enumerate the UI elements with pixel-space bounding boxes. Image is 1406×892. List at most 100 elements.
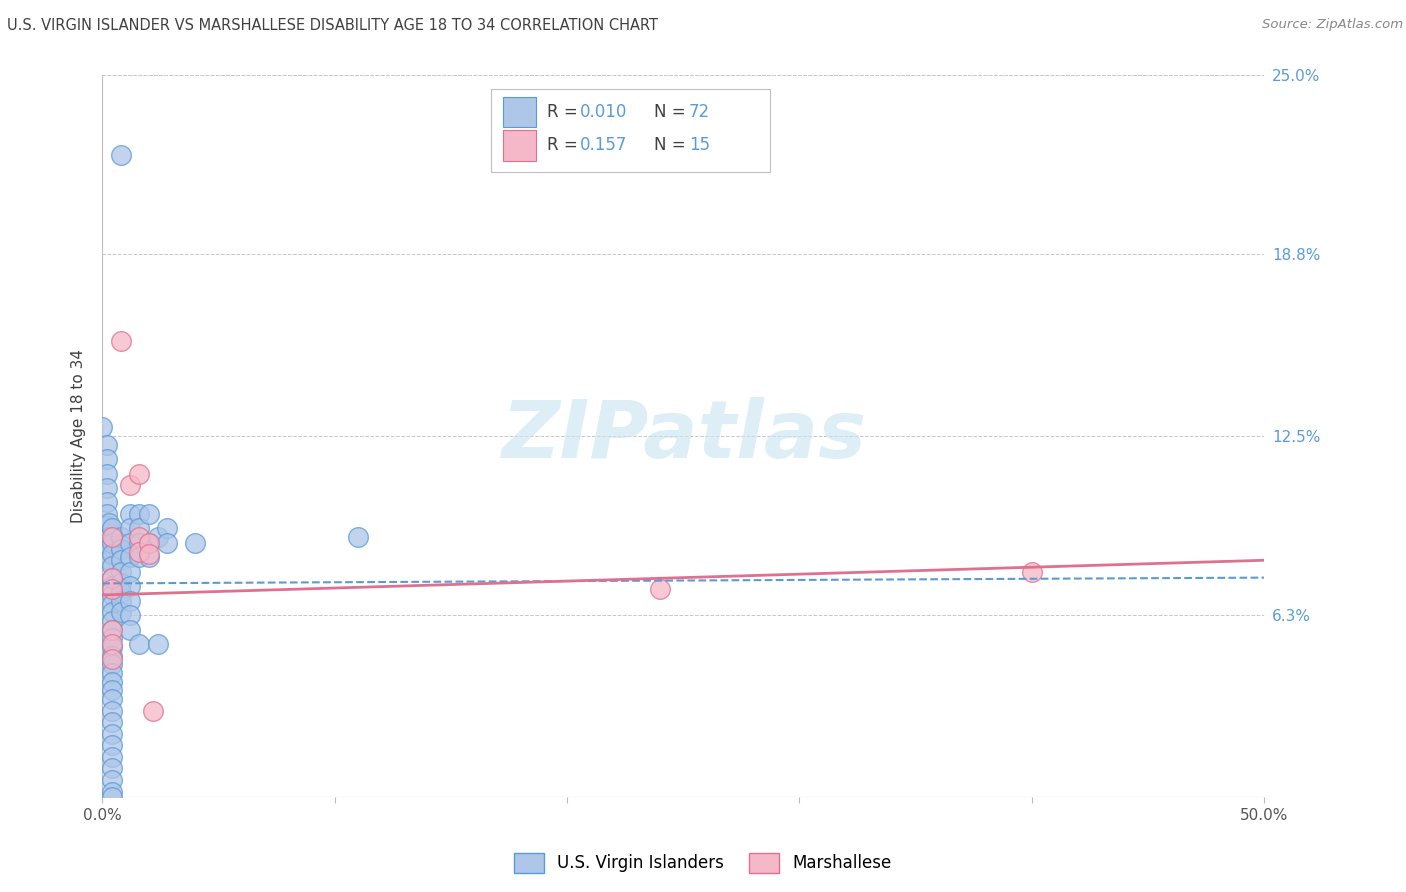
Point	[100, 657, 122, 672]
Point	[100, 536, 122, 550]
Point	[128, 530, 150, 544]
Point	[91, 420, 114, 434]
Point	[110, 593, 132, 607]
Text: R =: R =	[547, 136, 583, 154]
Point	[96, 507, 118, 521]
Point	[100, 597, 122, 611]
Point	[100, 674, 122, 689]
Point	[100, 715, 122, 730]
Point	[120, 521, 142, 535]
Point	[128, 544, 150, 558]
Text: 0.157: 0.157	[579, 136, 627, 154]
FancyBboxPatch shape	[503, 97, 536, 128]
Point	[100, 704, 122, 718]
Point	[98, 530, 121, 544]
Point	[100, 648, 122, 663]
Point	[100, 772, 122, 787]
Point	[96, 495, 118, 509]
Point	[100, 692, 122, 706]
Point	[100, 727, 122, 741]
Point	[96, 481, 118, 495]
Point	[100, 623, 122, 637]
Point	[100, 739, 122, 753]
Point	[110, 565, 132, 579]
Point	[138, 550, 160, 565]
Text: 72: 72	[689, 103, 710, 121]
Point	[120, 478, 142, 492]
Point	[98, 516, 121, 530]
Point	[100, 623, 122, 637]
Text: Source: ZipAtlas.com: Source: ZipAtlas.com	[1263, 18, 1403, 31]
Point	[146, 637, 169, 651]
Point	[100, 666, 122, 681]
Point	[346, 530, 368, 544]
Point	[100, 605, 122, 619]
Text: 15: 15	[689, 136, 710, 154]
Point	[96, 530, 118, 544]
Point	[128, 467, 150, 481]
Point	[110, 541, 132, 556]
Point	[184, 536, 207, 550]
Point	[100, 640, 122, 654]
Point	[100, 761, 122, 775]
Point	[110, 576, 132, 591]
Point	[100, 571, 122, 585]
Text: R =: R =	[547, 103, 583, 121]
FancyBboxPatch shape	[492, 89, 770, 172]
Point	[142, 704, 165, 718]
Point	[100, 582, 122, 597]
Point	[98, 541, 121, 556]
Point	[156, 521, 179, 535]
FancyBboxPatch shape	[503, 130, 536, 161]
Point	[120, 507, 142, 521]
Point	[128, 536, 150, 550]
Point	[110, 553, 132, 567]
Point	[110, 530, 132, 544]
Point	[146, 530, 169, 544]
Point	[100, 784, 122, 798]
Point	[110, 148, 132, 162]
Point	[120, 579, 142, 593]
Point	[138, 548, 160, 562]
Point	[100, 790, 122, 805]
Point	[120, 550, 142, 565]
Point	[110, 334, 132, 348]
Point	[110, 605, 132, 619]
Point	[100, 632, 122, 646]
Text: N =: N =	[654, 136, 690, 154]
Point	[120, 565, 142, 579]
Point	[138, 507, 160, 521]
Point	[138, 536, 160, 550]
Point	[120, 608, 142, 623]
Point	[100, 521, 122, 535]
Point	[96, 437, 118, 451]
Text: ZIPatlas: ZIPatlas	[501, 397, 866, 475]
Legend: U.S. Virgin Islanders, Marshallese: U.S. Virgin Islanders, Marshallese	[508, 847, 898, 880]
Point	[100, 530, 122, 544]
Point	[120, 623, 142, 637]
Point	[100, 683, 122, 698]
Point	[138, 536, 160, 550]
Point	[100, 571, 122, 585]
Point	[100, 588, 122, 602]
Point	[128, 521, 150, 535]
Point	[128, 507, 150, 521]
Point	[1021, 565, 1043, 579]
Text: 0.010: 0.010	[579, 103, 627, 121]
Point	[100, 637, 122, 651]
Point	[120, 536, 142, 550]
Text: N =: N =	[654, 103, 690, 121]
Point	[96, 518, 118, 533]
Point	[100, 579, 122, 593]
Point	[100, 614, 122, 628]
Point	[96, 452, 118, 467]
Point	[120, 593, 142, 607]
Point	[96, 467, 118, 481]
Point	[156, 536, 179, 550]
Y-axis label: Disability Age 18 to 34: Disability Age 18 to 34	[72, 349, 86, 523]
Point	[648, 582, 671, 597]
Point	[110, 585, 132, 599]
Point	[128, 550, 150, 565]
Point	[100, 750, 122, 764]
Point	[100, 559, 122, 574]
